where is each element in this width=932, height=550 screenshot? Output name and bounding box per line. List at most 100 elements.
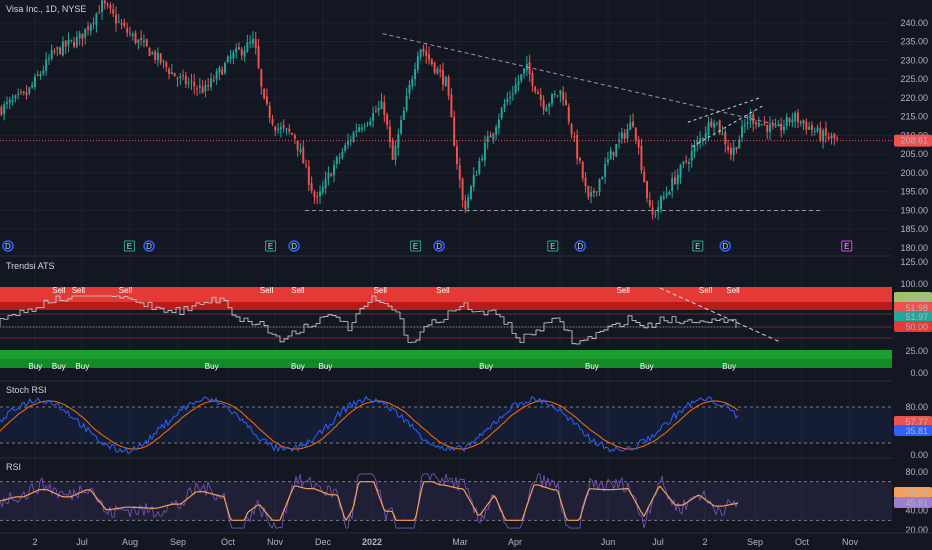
earnings-icon xyxy=(123,240,135,252)
candle-body xyxy=(721,133,724,135)
event-marker-E-1[interactable]: E xyxy=(123,240,135,252)
candle-body xyxy=(450,94,453,118)
trendsi-ats-pane[interactable]: Sell Sell Sell Sell Sell Sell Sell Sell Sell Sell… xyxy=(0,286,892,371)
candle-body xyxy=(556,95,559,97)
candle-body xyxy=(646,181,649,198)
candle-body xyxy=(263,88,266,99)
candle-body xyxy=(218,67,221,73)
candle-body xyxy=(215,71,218,80)
candle-body xyxy=(430,58,433,65)
candle-body xyxy=(422,48,425,52)
candle-body xyxy=(598,179,601,192)
candle-body xyxy=(651,207,654,215)
candle-body xyxy=(137,39,140,44)
candle-body xyxy=(341,151,344,158)
candle-body xyxy=(637,139,640,148)
candle-body xyxy=(578,157,581,161)
rsi-pane[interactable] xyxy=(0,473,892,529)
stoch-rsi-pane[interactable] xyxy=(0,395,892,455)
candle-body xyxy=(377,107,380,111)
event-marker-E-3[interactable]: E xyxy=(265,240,277,252)
time-axis[interactable]: 2 Jul Aug Sep Oct Nov Dec 2022 Mar Apr Jun Jul 2 Sep O… xyxy=(0,532,932,550)
candle-body xyxy=(168,68,171,74)
candle-body xyxy=(564,100,567,106)
buy-signal-label: Buy xyxy=(52,362,66,371)
candle-body xyxy=(254,39,257,48)
candle-body xyxy=(710,121,713,127)
rsi-value-badge xyxy=(894,487,932,498)
ats-trend-line xyxy=(659,287,781,343)
candle-body xyxy=(112,9,115,14)
event-marker-D-4[interactable]: D xyxy=(288,240,300,252)
candle-body xyxy=(729,148,732,155)
candle-body xyxy=(771,125,774,127)
event-marker-E-7[interactable]: E xyxy=(547,240,559,252)
candle-body xyxy=(562,91,565,101)
candle-body xyxy=(542,99,545,110)
candle-body xyxy=(380,101,383,109)
candle-body xyxy=(89,24,92,32)
candle-body xyxy=(95,13,98,26)
ats-value-text: 55.09 xyxy=(905,293,928,303)
rsi-value-badge xyxy=(894,497,932,508)
time-tick-label: 2 xyxy=(702,537,707,547)
buy-signal-label: Buy xyxy=(479,362,493,371)
event-marker-D-10[interactable]: D xyxy=(719,240,732,252)
candle-body xyxy=(623,133,626,139)
candle-body xyxy=(56,47,59,50)
candle-body xyxy=(442,70,444,85)
event-marker-D-2[interactable]: D xyxy=(143,240,155,252)
sell-signal-label: Sell xyxy=(291,286,305,295)
event-marker-label: E xyxy=(695,242,700,251)
candle-body xyxy=(274,126,277,131)
candle-body xyxy=(738,139,741,149)
candle-body xyxy=(190,80,193,82)
candle-body xyxy=(291,133,294,135)
event-marker-label: E xyxy=(268,242,273,251)
candle-body xyxy=(196,88,199,90)
candle-body xyxy=(458,165,461,180)
candle-body xyxy=(28,87,31,94)
candle-body xyxy=(293,135,296,139)
candle-body xyxy=(201,86,204,93)
candle-body xyxy=(131,33,134,36)
candle-body xyxy=(559,90,562,95)
candle-body xyxy=(288,128,291,132)
earnings-icon xyxy=(841,240,853,252)
candle-body xyxy=(321,186,324,193)
candle-body xyxy=(718,120,721,133)
candle-body xyxy=(305,164,308,166)
candle-body xyxy=(307,166,310,185)
event-marker-E-11[interactable]: E xyxy=(841,240,853,252)
candle-body xyxy=(657,207,660,212)
event-marker-label: E xyxy=(844,242,849,251)
event-marker-D-6[interactable]: D xyxy=(433,240,445,252)
candle-body xyxy=(221,69,224,75)
event-marker-E-5[interactable]: E xyxy=(410,240,422,252)
event-marker-E-9[interactable]: E xyxy=(692,240,704,252)
sell-zone-band-inner xyxy=(0,302,892,310)
candle-body xyxy=(478,161,481,174)
candle-body xyxy=(802,120,805,124)
candle-body xyxy=(8,99,11,104)
ats-value-text: 51.98 xyxy=(905,303,928,313)
stoch-value-badge xyxy=(894,416,932,427)
candle-body xyxy=(763,123,766,125)
event-marker-D-8[interactable]: D xyxy=(574,240,586,252)
candle-body xyxy=(333,165,335,176)
price-axis[interactable]: 240.00235.00230.00225.00220.00215.00210.… xyxy=(892,0,932,535)
sell-signal-label: Sell xyxy=(726,286,740,295)
candle-body xyxy=(140,37,143,41)
candle-body xyxy=(618,139,621,142)
symbol-title: Visa Inc., 1D, NYSE xyxy=(6,4,86,14)
event-marker-D-0[interactable]: D xyxy=(2,240,14,252)
candle-body xyxy=(696,141,699,146)
sell-signal-label: Sell xyxy=(260,286,274,295)
candle-body xyxy=(402,110,405,120)
price-tick-label: 185.00 xyxy=(900,224,928,234)
candle-body xyxy=(235,48,238,53)
rsi-ma-line xyxy=(0,481,739,522)
buy-signal-label: Buy xyxy=(722,362,736,371)
